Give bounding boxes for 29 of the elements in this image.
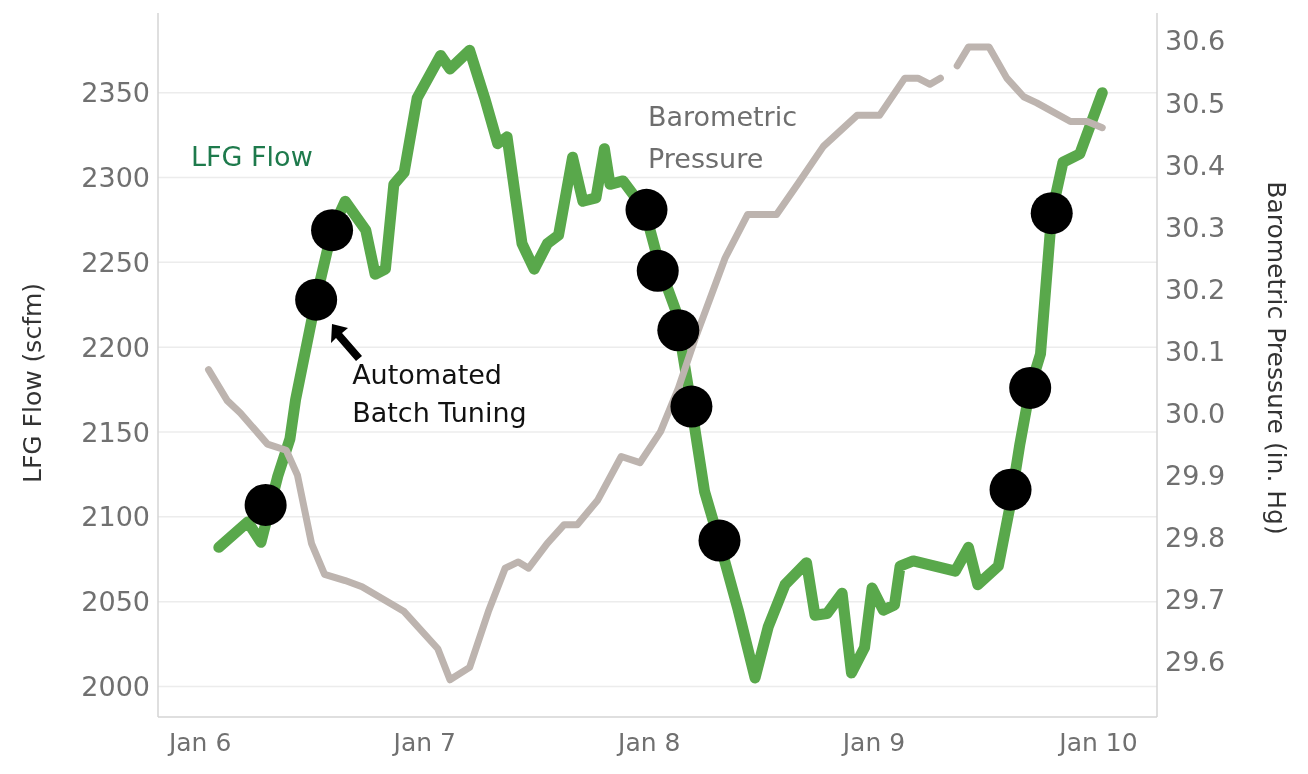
y2-tick-label: 30.3 — [1165, 211, 1226, 243]
y2-tick-label: 29.7 — [1165, 583, 1226, 615]
y2-tick-label: 30.6 — [1165, 25, 1226, 57]
y2-tick-label: 29.8 — [1165, 521, 1226, 553]
y2-tick-label: 30.0 — [1165, 397, 1226, 429]
series-label: Barometric Pressure — [648, 100, 799, 176]
y2-axis-title: Barometric Pressure (in. Hg) — [1261, 181, 1291, 535]
y-axis-title: LFG Flow (scfm) — [17, 282, 47, 484]
y-tick-label: 2350 — [81, 77, 150, 109]
y2-tick-label: 29.6 — [1165, 645, 1226, 677]
y-tick-label: 2150 — [81, 416, 150, 448]
y-tick-label: 2300 — [81, 162, 150, 194]
y-tick-label: 2000 — [81, 671, 150, 703]
y2-tick-label: 30.2 — [1165, 273, 1226, 305]
y-tick-label: 2250 — [81, 246, 150, 278]
x-tick-label: Jan 8 — [616, 727, 681, 757]
y-tick-label: 2100 — [81, 501, 150, 533]
x-tick-label: Jan 7 — [391, 727, 456, 757]
y2-tick-label: 30.5 — [1165, 87, 1226, 119]
y2-tick-label: 30.1 — [1165, 335, 1226, 367]
annotation: Automated Batch Tuning — [352, 357, 528, 430]
x-tick-label: Jan 6 — [166, 727, 232, 757]
x-tick-label: Jan 10 — [1057, 727, 1138, 757]
y2-tick-label: 29.9 — [1165, 459, 1226, 491]
y-tick-label: 2050 — [81, 586, 150, 618]
series-label: LFG Flow — [191, 140, 314, 174]
y-tick-label: 2200 — [81, 331, 150, 363]
y2-tick-label: 30.4 — [1165, 149, 1226, 181]
x-tick-label: Jan 9 — [840, 727, 906, 757]
